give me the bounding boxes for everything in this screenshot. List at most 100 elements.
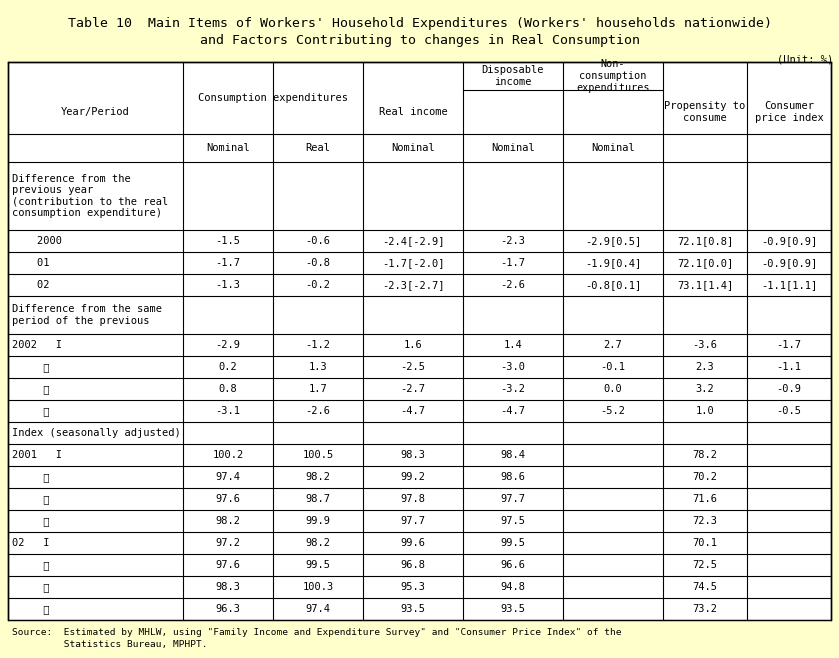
Text: 2002   I: 2002 I: [12, 340, 62, 350]
Text: 70.1: 70.1: [692, 538, 717, 548]
Text: 2000: 2000: [12, 236, 62, 246]
Text: -1.3: -1.3: [216, 280, 241, 290]
Text: 0.0: 0.0: [603, 384, 623, 394]
Text: 96.8: 96.8: [400, 560, 425, 570]
Text: -1.9[0.4]: -1.9[0.4]: [585, 258, 641, 268]
Text: Difference from the same
period of the previous: Difference from the same period of the p…: [12, 304, 162, 326]
Text: -1.7[-2.0]: -1.7[-2.0]: [382, 258, 444, 268]
Text: -2.3: -2.3: [501, 236, 525, 246]
Text: Source:  Estimated by MHLW, using "Family Income and Expenditure Survey" and "Co: Source: Estimated by MHLW, using "Family…: [12, 628, 622, 649]
Text: -0.9[0.9]: -0.9[0.9]: [761, 236, 817, 246]
Text: 99.5: 99.5: [305, 560, 331, 570]
Text: -0.6: -0.6: [305, 236, 331, 246]
Text: 97.7: 97.7: [501, 494, 525, 504]
Text: 1.3: 1.3: [309, 362, 327, 372]
Text: 71.6: 71.6: [692, 494, 717, 504]
Text: Consumer
price index: Consumer price index: [754, 101, 823, 123]
Text: 93.5: 93.5: [400, 604, 425, 614]
Text: -2.6: -2.6: [501, 280, 525, 290]
Text: -1.1[1.1]: -1.1[1.1]: [761, 280, 817, 290]
Text: Real income: Real income: [378, 107, 447, 117]
Text: Nominal: Nominal: [206, 143, 250, 153]
Text: Ⅱ: Ⅱ: [12, 362, 50, 372]
Text: 98.2: 98.2: [216, 516, 241, 526]
Text: 02: 02: [12, 280, 50, 290]
Text: 72.5: 72.5: [692, 560, 717, 570]
Text: Year/Period: Year/Period: [61, 107, 130, 117]
Text: 78.2: 78.2: [692, 450, 717, 460]
Text: Difference from the
previous year
(contribution to the real
consumption expendit: Difference from the previous year (contr…: [12, 174, 169, 218]
Text: 1.0: 1.0: [696, 406, 714, 416]
Text: and Factors Contributing to changes in Real Consumption: and Factors Contributing to changes in R…: [200, 34, 639, 47]
Text: 97.8: 97.8: [400, 494, 425, 504]
Text: 100.3: 100.3: [302, 582, 334, 592]
Text: 99.6: 99.6: [400, 538, 425, 548]
Text: 1.7: 1.7: [309, 384, 327, 394]
Text: -2.9[0.5]: -2.9[0.5]: [585, 236, 641, 246]
Text: 01: 01: [12, 258, 50, 268]
Text: 93.5: 93.5: [501, 604, 525, 614]
Text: 95.3: 95.3: [400, 582, 425, 592]
Text: 2.3: 2.3: [696, 362, 714, 372]
Text: -4.7: -4.7: [501, 406, 525, 416]
Text: 2.7: 2.7: [603, 340, 623, 350]
Text: 73.1[1.4]: 73.1[1.4]: [677, 280, 733, 290]
Text: -1.5: -1.5: [216, 236, 241, 246]
Text: -0.5: -0.5: [777, 406, 801, 416]
Text: Nominal: Nominal: [491, 143, 535, 153]
Text: 97.4: 97.4: [216, 472, 241, 482]
Text: Ⅲ: Ⅲ: [12, 494, 50, 504]
Text: 98.7: 98.7: [305, 494, 331, 504]
Text: Nominal: Nominal: [591, 143, 635, 153]
Text: Index (seasonally adjusted): Index (seasonally adjusted): [12, 428, 180, 438]
Text: 96.3: 96.3: [216, 604, 241, 614]
Text: 96.6: 96.6: [501, 560, 525, 570]
Text: Non-
consumption
expenditures: Non- consumption expenditures: [576, 59, 649, 93]
Text: 100.5: 100.5: [302, 450, 334, 460]
Text: -0.8: -0.8: [305, 258, 331, 268]
Text: Consumption expenditures: Consumption expenditures: [198, 93, 348, 103]
Text: -2.4[-2.9]: -2.4[-2.9]: [382, 236, 444, 246]
Text: Propensity to
consume: Propensity to consume: [664, 101, 746, 123]
Text: Ⅲ: Ⅲ: [12, 384, 50, 394]
Text: -2.6: -2.6: [305, 406, 331, 416]
Text: 98.3: 98.3: [216, 582, 241, 592]
Text: Ⅱ: Ⅱ: [12, 472, 50, 482]
Text: Ⅲ: Ⅲ: [12, 582, 50, 592]
Text: -2.7: -2.7: [400, 384, 425, 394]
Text: 99.2: 99.2: [400, 472, 425, 482]
Text: 94.8: 94.8: [501, 582, 525, 592]
Text: 0.8: 0.8: [219, 384, 237, 394]
Text: -0.2: -0.2: [305, 280, 331, 290]
Text: Ⅳ: Ⅳ: [12, 406, 50, 416]
Text: Nominal: Nominal: [391, 143, 435, 153]
Text: -1.2: -1.2: [305, 340, 331, 350]
Text: -1.7: -1.7: [777, 340, 801, 350]
Text: -3.6: -3.6: [692, 340, 717, 350]
Text: 98.4: 98.4: [501, 450, 525, 460]
Text: 73.2: 73.2: [692, 604, 717, 614]
Bar: [8, 62, 831, 620]
Text: Ⅳ: Ⅳ: [12, 604, 50, 614]
Text: 1.4: 1.4: [503, 340, 523, 350]
Text: 74.5: 74.5: [692, 582, 717, 592]
Text: -3.2: -3.2: [501, 384, 525, 394]
Text: 72.1[0.0]: 72.1[0.0]: [677, 258, 733, 268]
Text: 02   I: 02 I: [12, 538, 50, 548]
Text: -0.9[0.9]: -0.9[0.9]: [761, 258, 817, 268]
Text: -0.8[0.1]: -0.8[0.1]: [585, 280, 641, 290]
Text: 100.2: 100.2: [212, 450, 243, 460]
Text: -0.9: -0.9: [777, 384, 801, 394]
Text: -5.2: -5.2: [601, 406, 626, 416]
Text: 72.3: 72.3: [692, 516, 717, 526]
Text: -1.7: -1.7: [501, 258, 525, 268]
Text: 72.1[0.8]: 72.1[0.8]: [677, 236, 733, 246]
Text: Ⅳ: Ⅳ: [12, 516, 50, 526]
Text: 97.2: 97.2: [216, 538, 241, 548]
Text: (Unit: %): (Unit: %): [777, 54, 833, 64]
Text: 97.7: 97.7: [400, 516, 425, 526]
Text: 70.2: 70.2: [692, 472, 717, 482]
Text: Real: Real: [305, 143, 331, 153]
Text: Disposable
income: Disposable income: [482, 64, 545, 88]
Text: -4.7: -4.7: [400, 406, 425, 416]
